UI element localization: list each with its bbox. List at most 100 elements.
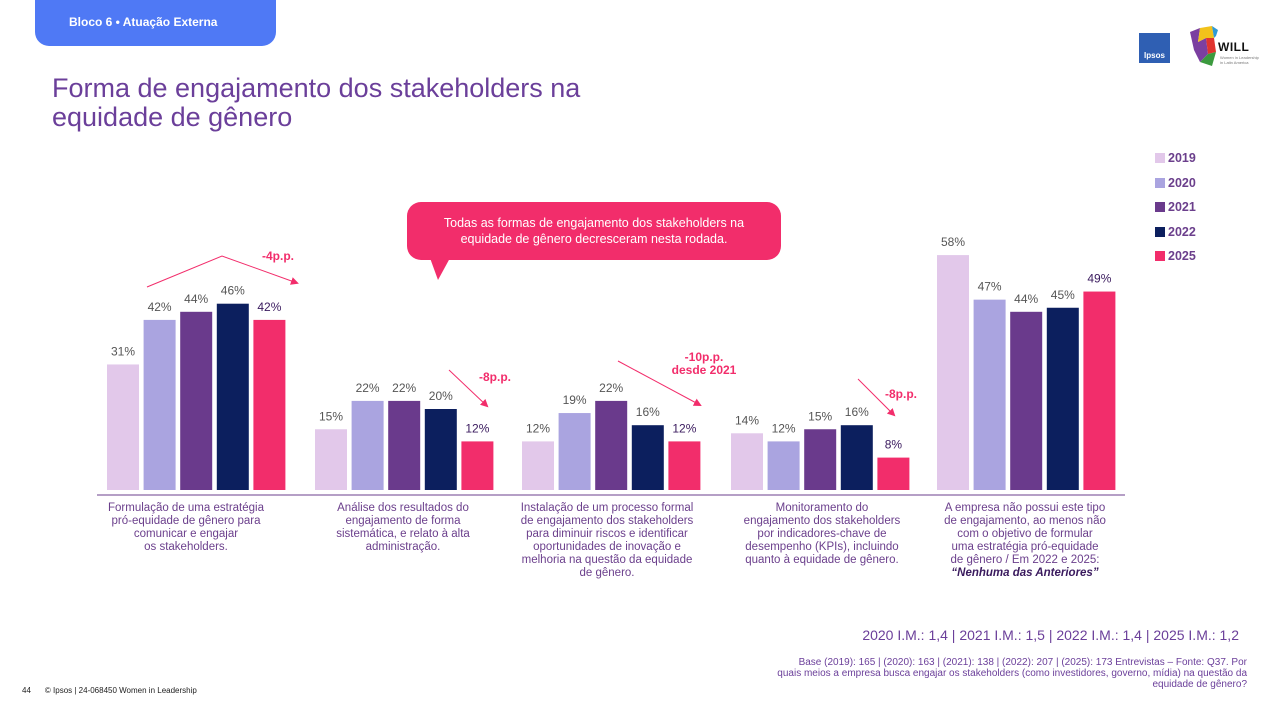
- category-label-line: quanto à equidade de gênero.: [745, 554, 899, 566]
- category-label-line: oportunidades de inovação e: [533, 541, 681, 553]
- category-label-line: pró-equidade de gênero para: [111, 515, 261, 527]
- data-label-1-2019: 31%: [111, 344, 135, 358]
- will-logo-mark: [1190, 26, 1218, 66]
- category-label-line: sistemática, e relato à alta: [336, 528, 470, 540]
- section-tab-label: Bloco 6 • Atuação Externa: [69, 15, 218, 29]
- data-label-4-2019: 14%: [735, 413, 759, 427]
- im-summary: 2020 I.M.: 1,4 | 2021 I.M.: 1,5 | 2022 I…: [862, 627, 1239, 643]
- category-label-line: de gênero / Em 2022 e 2025:: [950, 554, 1100, 566]
- bar-1-2020: [143, 319, 176, 490]
- legend-swatch-2022: [1155, 226, 1165, 237]
- category-label-line: A empresa não possui este tipo: [944, 502, 1106, 514]
- legend-item-2020: 2020: [1155, 171, 1196, 196]
- data-label-5-2020: 47%: [978, 280, 1002, 294]
- data-label-1-2021: 44%: [184, 292, 208, 306]
- bar-2-2019: [315, 429, 347, 490]
- bar-2-2021: [388, 400, 421, 490]
- data-label-5-2025: 49%: [1087, 272, 1111, 286]
- category-label-line: uma estratégia pró-equidade: [951, 541, 1099, 553]
- will-logo-text: WILL: [1218, 40, 1250, 54]
- trend-arrow-2: [448, 369, 489, 408]
- legend-swatch-2020: [1155, 177, 1165, 188]
- bar-5-2022: [1046, 307, 1079, 490]
- category-label-line: com o objetivo de formular: [957, 528, 1093, 540]
- page-number: 44: [22, 686, 31, 695]
- annotation-minus-8pp-kpi: -8p.p.: [885, 387, 917, 401]
- bar-3-2020: [558, 413, 591, 490]
- annotation-minus-8pp-analysis: -8p.p.: [479, 370, 511, 384]
- data-label-5-2021: 44%: [1014, 292, 1038, 306]
- category-label-line: de engajamento, ao menos não: [944, 515, 1106, 527]
- data-label-2-2021: 22%: [392, 381, 416, 395]
- bar-3-2025: [668, 441, 701, 490]
- data-label-3-2025: 12%: [672, 421, 696, 435]
- category-label-2: Análise dos resultados do engajamento de …: [308, 502, 498, 554]
- legend-swatch-2019: [1155, 153, 1165, 164]
- bar-5-2021: [1010, 311, 1043, 490]
- data-label-4-2020: 12%: [772, 421, 796, 435]
- callout-text: Todas as formas de engajamento dos stake…: [443, 216, 745, 246]
- bar-1-2025: [253, 319, 286, 490]
- data-label-5-2022: 45%: [1051, 288, 1075, 302]
- data-label-4-2021: 15%: [808, 409, 832, 423]
- bar-2-2020: [351, 400, 384, 490]
- bar-4-2020: [767, 441, 800, 490]
- category-label-1: Formulação de uma estratégia pró-equidade…: [98, 502, 274, 554]
- data-label-1-2025: 42%: [257, 300, 281, 314]
- trend-arrow-1: [146, 255, 299, 288]
- bar-3-2022: [631, 425, 664, 490]
- bar-3-2019: [522, 441, 554, 490]
- data-label-1-2022: 46%: [221, 284, 245, 298]
- category-label-3: Instalação de um processo formal de engaj…: [500, 502, 714, 580]
- base-note: Base (2019): 165 | (2020): 163 | (2021):…: [777, 657, 1247, 690]
- bar-1-2021: [180, 311, 213, 490]
- category-label-line: Instalação de um processo formal: [520, 502, 694, 514]
- bar-4-2025: [877, 457, 910, 490]
- callout-bubble: Todas as formas de engajamento dos stake…: [407, 202, 781, 260]
- will-logo-tagline: Women in Leadership in Latin America: [1220, 55, 1259, 65]
- data-label-4-2022: 16%: [845, 405, 869, 419]
- section-tab: Bloco 6 • Atuação Externa: [35, 0, 276, 46]
- data-label-2-2025: 12%: [465, 421, 489, 435]
- data-label-1-2020: 42%: [148, 300, 172, 314]
- legend: 2019 2020 2021 2022 2025: [1155, 146, 1196, 269]
- legend-item-2022: 2022: [1155, 220, 1196, 245]
- bar-1-2022: [216, 303, 249, 490]
- legend-item-2021: 2021: [1155, 195, 1196, 220]
- category-label-line: Análise dos resultados do: [337, 502, 469, 514]
- category-label-line: melhoria na questão da equidade: [521, 554, 693, 566]
- legend-swatch-2025: [1155, 251, 1165, 262]
- category-label-line: engajamento dos stakeholders: [743, 515, 901, 527]
- category-label-line: Formulação de uma estratégia: [108, 502, 264, 514]
- data-label-3-2022: 16%: [636, 405, 660, 419]
- bar-4-2021: [804, 429, 837, 490]
- bar-4-2019: [731, 433, 763, 490]
- bar-2-2025: [461, 441, 494, 490]
- data-label-2-2022: 20%: [429, 389, 453, 403]
- category-label-line: para diminuir riscos e identificar: [526, 528, 688, 540]
- data-label-3-2019: 12%: [526, 421, 550, 435]
- ipsos-logo: Ipsos: [1139, 33, 1170, 63]
- category-label-line: de gênero.: [579, 567, 635, 579]
- data-label-3-2021: 22%: [599, 381, 623, 395]
- data-label-2-2019: 15%: [319, 409, 343, 423]
- callout-tail: [430, 258, 450, 280]
- category-label-line: Monitoramento do: [775, 502, 869, 514]
- annotation-minus-10pp: -10p.p. desde 2021: [671, 350, 737, 377]
- legend-item-2025: 2025: [1155, 244, 1196, 269]
- data-label-3-2020: 19%: [563, 393, 587, 407]
- legend-item-2019: 2019: [1155, 146, 1196, 171]
- legend-swatch-2021: [1155, 202, 1165, 213]
- bar-1-2019: [107, 364, 139, 490]
- category-label-line: de engajamento dos stakeholders: [520, 515, 694, 527]
- data-label-4-2025: 8%: [885, 438, 903, 452]
- category-label-line: administração.: [365, 541, 441, 553]
- bar-4-2022: [840, 425, 873, 490]
- category-label-line: engajamento de forma: [345, 515, 461, 527]
- bar-3-2021: [595, 400, 628, 490]
- bar-5-2020: [973, 299, 1006, 490]
- category-label-line: por indicadores-chave de: [757, 528, 887, 540]
- category-label-4: Monitoramento do engajamento dos stakehol…: [724, 502, 920, 567]
- map-shape-icon: [1190, 28, 1208, 62]
